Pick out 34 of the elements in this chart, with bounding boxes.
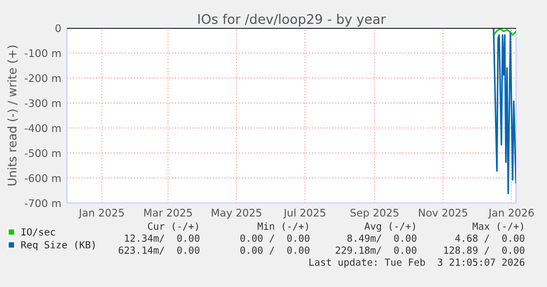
- text: 8.49m/ 0.00: [347, 234, 416, 243]
- x-tick-label: Mar 2025: [144, 208, 192, 217]
- x-tick-label: May 2025: [212, 208, 262, 219]
- y-tick-label: 0: [56, 24, 61, 32]
- x-tick-label: Jul 2025: [283, 208, 326, 219]
- x-tick-label: Nov 2025: [418, 208, 468, 217]
- x-tick-label: Sep 2025: [350, 208, 398, 219]
- text: 623.14m/ 0.00: [118, 246, 200, 255]
- text: 4.68 / 0.00: [455, 234, 524, 243]
- text: 229.18m/ 0.00: [336, 246, 416, 255]
- y-tick-label: -300 m: [24, 99, 61, 108]
- x-tick-label: Jan 2026: [488, 208, 534, 219]
- text: Cur (-/+): [148, 222, 198, 231]
- text: 12.34m/ 0.00: [125, 234, 200, 243]
- text: 0.00 / 0.00: [240, 234, 310, 243]
- line-series: [492, 28, 516, 194]
- text: Avg (-/+): [364, 222, 415, 232]
- y-tick-label: -500 m: [24, 149, 61, 158]
- y-tick-label: -600 m: [24, 174, 61, 182]
- text: 128.89 / 0.00: [444, 246, 524, 255]
- y-tick-label: -100 m: [24, 49, 61, 58]
- text: Last update: Tue Feb 3 21:05:07 2026: [309, 258, 524, 268]
- y-tick-label: -200 m: [24, 74, 61, 82]
- text: Min (-/+): [258, 222, 308, 231]
- text: 0.00 / 0.00: [240, 246, 310, 255]
- y-tick-label: -700 m: [24, 199, 61, 208]
- chart-title: IOs for /dev/loop29 - by year: [198, 14, 386, 27]
- legend-label: Req Size (KB): [21, 240, 95, 250]
- line-series: [492, 28, 516, 36]
- legend-label: IO/sec: [22, 228, 55, 236]
- x-tick-label: Jan 2025: [78, 208, 124, 219]
- y-axis-title: Units read (-) / write (+): [7, 46, 18, 186]
- text: Max (-/+): [472, 222, 523, 231]
- y-tick-label: -400 m: [24, 124, 61, 132]
